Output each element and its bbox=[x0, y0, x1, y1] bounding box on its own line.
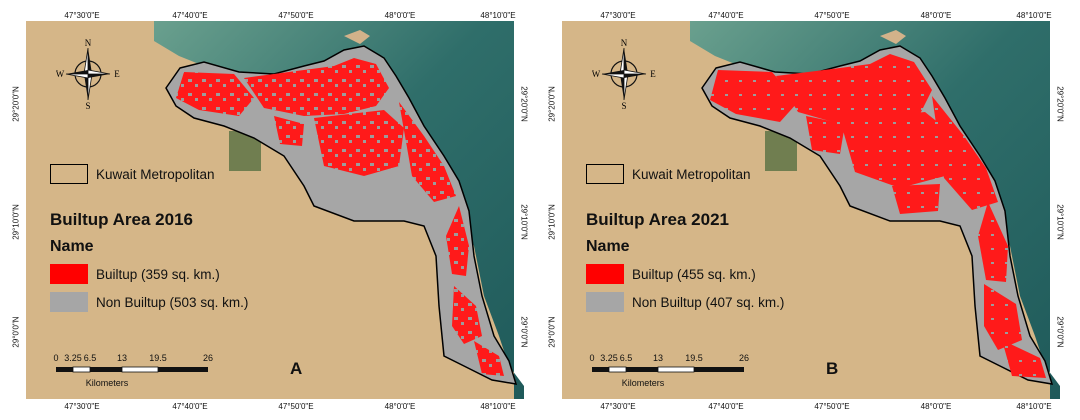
graticule-top-tick: 47°50'0"E bbox=[278, 11, 314, 20]
boundary-label: Kuwait Metropolitan bbox=[632, 166, 751, 182]
island bbox=[344, 30, 370, 44]
graticule-left-tick: 29°20'0"N bbox=[11, 86, 21, 122]
boundary-swatch bbox=[586, 164, 624, 184]
graticule-left-tick: 29°0'0"N bbox=[11, 316, 21, 348]
compass-w: W bbox=[56, 69, 65, 79]
graticule-top-tick: 48°10'0"E bbox=[1016, 11, 1052, 20]
non-builtup-label: Non Builtup (407 sq. km.) bbox=[632, 294, 785, 310]
scale-label: 19.5 bbox=[149, 353, 167, 363]
graticule-right-tick: 29°20'0"N bbox=[519, 86, 529, 122]
graticule-bottom-tick: 48°10'0"E bbox=[480, 402, 516, 411]
scale-label: 26 bbox=[202, 353, 214, 363]
metropolitan-boundary bbox=[701, 45, 1054, 385]
non-builtup-swatch bbox=[586, 292, 624, 312]
graticule-bottom-tick: 48°0'0"E bbox=[384, 402, 416, 411]
graticule-top-tick: 48°0'0"E bbox=[384, 11, 416, 20]
map-frame bbox=[26, 21, 524, 399]
legend-non-builtup-entry: Non Builtup (407 sq. km.) bbox=[586, 292, 784, 312]
map-panel-a: 47°30'0"E 47°40'0"E 47°50'0"E 48°0'0"E 4… bbox=[4, 6, 536, 414]
graticule-right-tick: 29°10'0"N bbox=[1055, 204, 1065, 240]
compass-e: E bbox=[650, 69, 656, 79]
scale-label: 0 bbox=[53, 353, 59, 363]
scale-label: 19.5 bbox=[685, 353, 703, 363]
graticule-bottom-tick: 47°40'0"E bbox=[172, 402, 208, 411]
graticule-left-tick: 29°20'0"N bbox=[547, 86, 557, 122]
legend-non-builtup-entry: Non Builtup (503 sq. km.) bbox=[50, 292, 248, 312]
legend-boundary-entry: Kuwait Metropolitan bbox=[586, 164, 751, 184]
scale-label: 6.5 bbox=[619, 353, 633, 363]
builtup-patches bbox=[176, 58, 504, 376]
builtup-patches bbox=[710, 54, 1046, 378]
graticule-left-tick: 29°0'0"N bbox=[547, 316, 557, 348]
compass-n: N bbox=[85, 38, 92, 48]
graticule-bottom-tick: 47°50'0"E bbox=[278, 402, 314, 411]
boundary-label: Kuwait Metropolitan bbox=[96, 166, 215, 182]
north-arrow-icon: N S W E bbox=[592, 38, 656, 110]
graticule-top-tick: 47°30'0"E bbox=[64, 11, 100, 20]
graticule-bottom-tick: 48°10'0"E bbox=[1016, 402, 1052, 411]
scale-label: 3.25 bbox=[64, 353, 82, 363]
non-builtup-label: Non Builtup (503 sq. km.) bbox=[96, 294, 249, 310]
legend-name-heading: Name bbox=[586, 238, 630, 255]
graticule-top-tick: 47°40'0"E bbox=[708, 11, 744, 20]
graticule-top-tick: 48°10'0"E bbox=[480, 11, 516, 20]
compass-s: S bbox=[621, 101, 626, 110]
graticule-bottom-tick: 48°0'0"E bbox=[920, 402, 952, 411]
legend-name-heading: Name bbox=[50, 238, 94, 255]
builtup-swatch bbox=[586, 264, 624, 284]
graticule-top-tick: 47°50'0"E bbox=[814, 11, 850, 20]
graticule-right-tick: 29°0'0"N bbox=[519, 316, 529, 348]
graticule-right-tick: 29°0'0"N bbox=[1055, 316, 1065, 348]
scale-label: 13 bbox=[116, 353, 128, 363]
builtup-swatch bbox=[50, 264, 88, 284]
compass-s: S bbox=[85, 101, 90, 110]
compass-n: N bbox=[621, 38, 628, 48]
panel-letter: A bbox=[290, 359, 303, 378]
graticule-top-tick: 47°40'0"E bbox=[172, 11, 208, 20]
island bbox=[880, 30, 906, 44]
compass-e: E bbox=[114, 69, 120, 79]
legend-builtup-entry: Builtup (455 sq. km.) bbox=[586, 264, 756, 284]
scale-label: 0 bbox=[589, 353, 595, 363]
sea bbox=[154, 21, 524, 399]
builtup-label: Builtup (359 sq. km.) bbox=[96, 266, 220, 282]
graticule-right-tick: 29°10'0"N bbox=[519, 204, 529, 240]
scale-bar bbox=[592, 366, 744, 373]
graticule-right-tick: 29°20'0"N bbox=[1055, 86, 1065, 122]
legend-builtup-entry: Builtup (359 sq. km.) bbox=[50, 264, 220, 284]
metropolitan-boundary bbox=[165, 45, 518, 385]
boundary-swatch bbox=[50, 164, 88, 184]
non-builtup-swatch bbox=[50, 292, 88, 312]
graticule-top-tick: 47°30'0"E bbox=[600, 11, 636, 20]
scale-label: 26 bbox=[738, 353, 750, 363]
scale-bar bbox=[56, 366, 208, 373]
graticule-bottom-tick: 47°30'0"E bbox=[600, 402, 636, 411]
north-arrow-icon: N S W E bbox=[56, 38, 120, 110]
legend-boundary-entry: Kuwait Metropolitan bbox=[50, 164, 215, 184]
graticule-bottom-tick: 47°30'0"E bbox=[64, 402, 100, 411]
scale-label: 6.5 bbox=[83, 353, 97, 363]
map-frame bbox=[562, 21, 1060, 399]
legend-title: Builtup Area 2021 bbox=[586, 210, 729, 229]
panel-letter: B bbox=[826, 359, 839, 378]
legend-title: Builtup Area 2016 bbox=[50, 210, 193, 229]
graticule-bottom-tick: 47°40'0"E bbox=[708, 402, 744, 411]
graticule-bottom-tick: 47°50'0"E bbox=[814, 402, 850, 411]
graticule-left-tick: 29°10'0"N bbox=[547, 204, 557, 240]
graticule-top-tick: 48°0'0"E bbox=[920, 11, 952, 20]
compass-w: W bbox=[592, 69, 601, 79]
map-panel-b: 47°30'0"E 47°40'0"E 47°50'0"E 48°0'0"E 4… bbox=[540, 6, 1072, 414]
sea bbox=[690, 21, 1060, 399]
scale-label: 13 bbox=[652, 353, 664, 363]
graticule-left-tick: 29°10'0"N bbox=[11, 204, 21, 240]
builtup-label: Builtup (455 sq. km.) bbox=[632, 266, 756, 282]
scale-label: 3.25 bbox=[600, 353, 618, 363]
scale-units: Kilometers bbox=[621, 378, 665, 388]
scale-units: Kilometers bbox=[85, 378, 129, 388]
